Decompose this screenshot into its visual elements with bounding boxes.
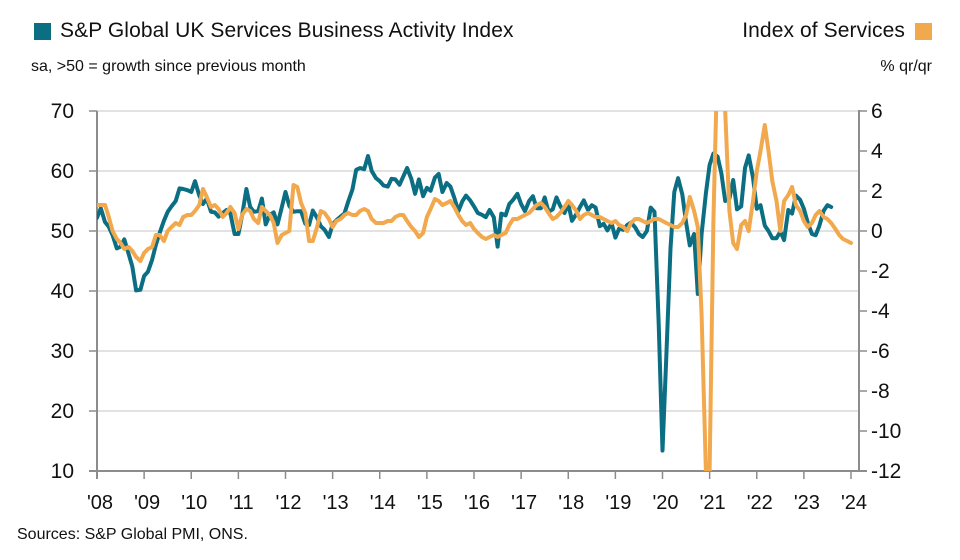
left-axis-title: sa, >50 = growth since previous month	[31, 58, 306, 75]
series-line-pmi	[97, 151, 834, 453]
x-axis-tick-label: '09	[134, 492, 160, 514]
right-axis-title: % qr/qr	[880, 58, 932, 75]
x-axis-tick-label: '11	[229, 492, 254, 514]
x-axis-tick-label: '14	[370, 492, 396, 514]
legend-label-pmi: S&P Global UK Services Business Activity…	[60, 19, 514, 42]
right-axis-tick-label: -6	[871, 340, 890, 363]
tick-labels: 706050403020106420-2-4-6-8-10-12'08'09'1…	[51, 100, 902, 514]
left-axis-tick-label: 30	[51, 340, 74, 363]
right-axis-tick-label: -4	[871, 300, 890, 323]
x-axis-tick-label: '12	[275, 492, 301, 514]
source-note: Sources: S&P Global PMI, ONS.	[17, 526, 248, 543]
left-axis-tick-label: 40	[51, 280, 74, 303]
legend-swatch-pmi	[34, 22, 51, 40]
left-axis-tick-label: 20	[51, 400, 74, 423]
x-axis-tick-label: '15	[417, 492, 443, 514]
legend-swatch-index-of-services	[915, 22, 932, 40]
legend-pmi: S&P Global UK Services Business Activity…	[34, 19, 514, 43]
x-axis-tick-label: '10	[181, 492, 207, 514]
legend-label-index-of-services: Index of Services	[742, 19, 905, 42]
x-axis-tick-label: '23	[794, 492, 820, 514]
right-axis-tick-label: -10	[871, 420, 901, 443]
series-layer	[97, 111, 853, 471]
right-axis-tick-label: 6	[871, 100, 883, 123]
right-axis-tick-label: 2	[871, 180, 883, 203]
x-axis-tick-label: '22	[747, 492, 773, 514]
right-axis-tick-label: 0	[871, 220, 883, 243]
left-axis-tick-label: 70	[51, 100, 74, 123]
x-axis-tick-label: '24	[841, 492, 867, 514]
series-line-index-of-services	[97, 111, 853, 471]
right-axis-tick-label: -12	[871, 460, 901, 483]
x-axis-tick-label: '16	[464, 492, 490, 514]
left-axis-tick-label: 50	[51, 220, 74, 243]
x-axis-tick-label: '17	[511, 492, 537, 514]
left-axis-tick-label: 10	[51, 460, 74, 483]
axes	[89, 110, 867, 479]
right-axis-tick-label: 4	[871, 140, 883, 163]
x-axis-tick-label: '20	[652, 492, 678, 514]
x-axis-tick-label: '21	[700, 492, 726, 514]
x-axis-tick-label: '13	[323, 492, 349, 514]
x-axis-tick-label: '18	[558, 492, 584, 514]
x-axis-tick-label: '08	[87, 492, 113, 514]
right-axis-tick-label: -8	[871, 380, 890, 403]
gridlines	[97, 110, 859, 412]
legend-index-of-services: Index of Services	[742, 19, 932, 43]
x-axis-tick-label: '19	[605, 492, 631, 514]
right-axis-tick-label: -2	[871, 260, 890, 283]
left-axis-tick-label: 60	[51, 160, 74, 183]
